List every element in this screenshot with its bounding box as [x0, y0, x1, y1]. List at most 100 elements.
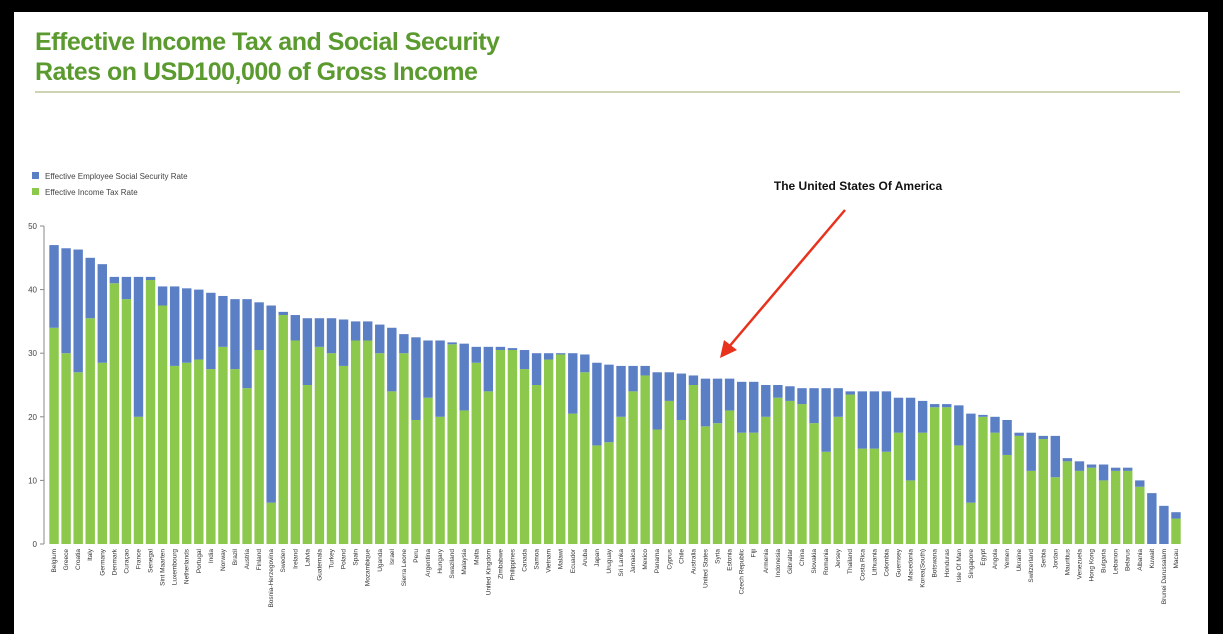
x-tick-label: France	[135, 549, 142, 570]
bar-segment	[592, 445, 602, 544]
x-tick-label: Norway	[220, 548, 227, 571]
bar-segment	[700, 426, 711, 544]
bar-segment	[326, 318, 337, 354]
x-tick-label: United States	[702, 548, 709, 588]
bar-segment	[85, 257, 95, 319]
bar-segment	[97, 362, 107, 544]
bar-segment	[133, 276, 144, 417]
annotation: The United States Of America	[774, 179, 943, 193]
bar-segment	[145, 280, 156, 544]
bar-segment	[169, 286, 180, 366]
bar-segment	[1038, 439, 1048, 544]
x-tick-label: Belgium	[51, 549, 58, 572]
bar-segment	[543, 353, 554, 360]
bar-segment	[435, 416, 445, 544]
bar-segment	[254, 302, 264, 351]
bar-segment	[73, 249, 83, 373]
bar-segment	[640, 375, 650, 544]
bar-segment	[568, 353, 578, 414]
bar-segment	[1159, 505, 1169, 544]
x-tick-label: Fiji	[751, 549, 758, 557]
bar-segment	[447, 344, 457, 544]
x-tick-label: Australia	[690, 549, 697, 575]
bar-segment	[459, 343, 469, 411]
chart-title: Rates on USD100,000 of Gross Income	[35, 58, 478, 86]
bar-segment	[121, 299, 132, 544]
bar-segment	[157, 286, 168, 306]
bar-segment	[966, 413, 976, 503]
x-tick-label: Guernsey	[896, 548, 903, 577]
x-tick-label: Albania	[1137, 549, 1144, 571]
bar-segment	[929, 404, 940, 408]
bar-segment	[1074, 470, 1085, 544]
y-tick-label: 50	[28, 222, 37, 231]
bar-segment	[688, 375, 699, 385]
x-tick-label: Austria	[244, 549, 251, 570]
bar-segment	[954, 445, 964, 544]
bar-segment	[893, 432, 904, 544]
x-tick-label: Germany	[99, 548, 106, 575]
x-tick-label: Switzerland	[1028, 549, 1035, 583]
x-tick-label: Hungary	[437, 548, 444, 573]
x-tick-label: Kuwait	[1149, 549, 1156, 569]
bar-segment	[736, 381, 747, 433]
bar-segment	[712, 423, 723, 544]
bar-segment	[1123, 467, 1133, 471]
x-tick-label: Costa Rica	[859, 549, 866, 581]
y-tick-label: 40	[28, 286, 37, 295]
bar-segment	[809, 388, 819, 424]
bar-segment	[833, 416, 843, 544]
y-tick-label: 20	[28, 413, 37, 422]
bar-segment	[712, 378, 723, 424]
bar-segment	[1038, 435, 1048, 440]
x-tick-label: Colombia	[883, 549, 890, 577]
x-tick-label: Macedonia	[908, 549, 915, 581]
bar-segment	[1135, 480, 1145, 487]
x-tick-label: Panama	[654, 549, 661, 574]
bar-segment	[314, 346, 325, 544]
x-tick-label: Israel	[389, 548, 396, 564]
x-tick-label: Mauritius	[1064, 548, 1071, 575]
x-tick-label: Aruba	[582, 549, 589, 567]
bar-segment	[206, 292, 216, 370]
bar-segment	[1014, 432, 1024, 436]
x-tick-label: Isle Of Man	[956, 549, 963, 583]
x-tick-label: Slovakia	[811, 549, 818, 574]
x-tick-label: Cyprus	[666, 548, 673, 569]
bar-segment	[1098, 464, 1109, 481]
bar-segment	[157, 305, 168, 544]
bar-segment	[773, 385, 783, 398]
bar-segment	[990, 432, 1000, 544]
bar-segment	[266, 305, 276, 503]
bar-segment	[230, 299, 240, 370]
bar-segment	[640, 365, 650, 376]
bar-segment	[1110, 470, 1121, 544]
bar-segment	[459, 410, 469, 544]
bar-segment	[616, 416, 626, 544]
x-tick-label: Ukraine	[1016, 549, 1023, 572]
bar-segment	[664, 372, 674, 401]
x-tick-label: Malaysia	[461, 549, 468, 575]
bar-segment	[61, 248, 71, 354]
bar-segment	[531, 385, 542, 544]
x-tick-label: India	[208, 549, 215, 563]
bar-segment	[399, 334, 409, 354]
bar-segment	[49, 327, 59, 544]
bar-segment	[857, 391, 868, 449]
bar-segment	[652, 429, 662, 544]
legend-label: Effective Employee Social Security Rate	[45, 172, 188, 181]
chart-title: Effective Income Tax and Social Security	[35, 28, 500, 56]
x-tick-label: Croatia	[75, 549, 82, 570]
bar-segment	[881, 391, 892, 452]
bar-segment	[471, 346, 481, 363]
bar-segment	[724, 378, 735, 411]
bar-segment	[821, 388, 831, 452]
bar-segment	[290, 315, 301, 341]
bar-segment	[773, 397, 783, 544]
bar-segment	[447, 342, 457, 345]
bar-segment	[182, 288, 192, 363]
x-tick-label: Philippines	[509, 548, 516, 580]
bar-segment	[688, 385, 699, 544]
bar-segment	[1098, 480, 1109, 544]
